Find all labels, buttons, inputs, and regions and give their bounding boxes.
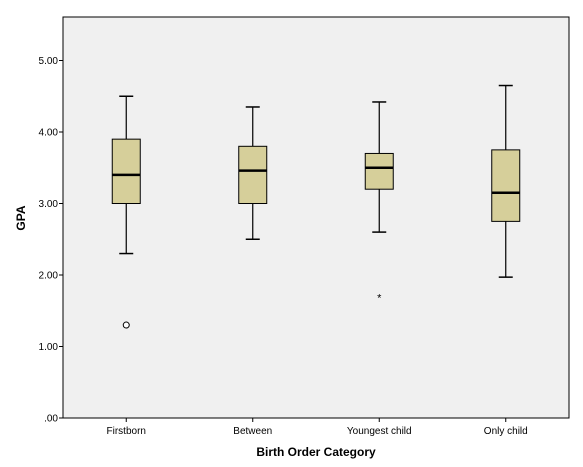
outlier-circle bbox=[122, 321, 130, 329]
box-iqr bbox=[491, 149, 521, 222]
x-tick-label: Only child bbox=[484, 426, 528, 437]
box-only-child bbox=[491, 84, 521, 278]
x-axis-ticks: Firstborn Between Youngest child Only child bbox=[107, 418, 528, 437]
x-tick-label: Between bbox=[233, 426, 272, 437]
y-tick-label: 4.00 bbox=[39, 128, 59, 139]
x-axis-title: Birth Order Category bbox=[256, 445, 376, 459]
box-iqr bbox=[238, 145, 268, 205]
y-tick-label: .00 bbox=[44, 414, 58, 425]
box-iqr bbox=[111, 138, 141, 204]
extreme-outlier-star: * bbox=[377, 292, 382, 304]
x-tick-label: Youngest child bbox=[347, 426, 412, 437]
y-tick-label: 5.00 bbox=[39, 56, 59, 67]
y-tick-label: 3.00 bbox=[39, 199, 59, 210]
box-iqr bbox=[364, 152, 394, 190]
box-between bbox=[238, 106, 268, 240]
y-axis-title: GPA bbox=[14, 205, 28, 230]
box-youngest-child: * bbox=[364, 101, 394, 304]
y-tick-label: 2.00 bbox=[39, 271, 59, 282]
box-series: * bbox=[111, 84, 521, 329]
x-tick-label: Firstborn bbox=[107, 426, 146, 437]
y-tick-label: 1.00 bbox=[39, 342, 59, 353]
box-firstborn bbox=[111, 95, 141, 329]
y-axis-ticks: .00 1.00 2.00 3.00 4.00 5.00 bbox=[39, 56, 63, 425]
plot-area bbox=[62, 16, 570, 419]
